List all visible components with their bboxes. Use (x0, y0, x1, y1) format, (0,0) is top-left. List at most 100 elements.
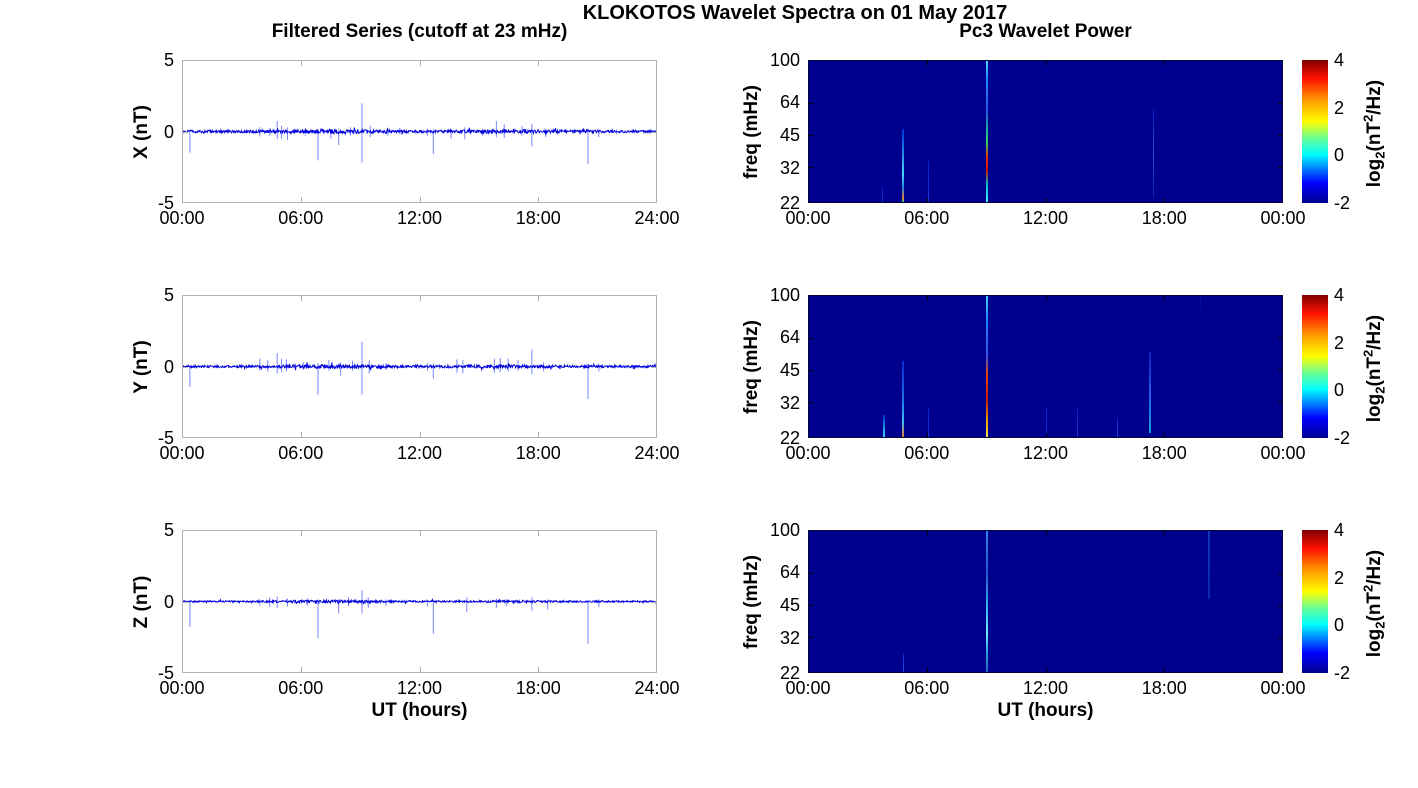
y-axis-label-z: Z (nT) (131, 575, 152, 628)
x-tick-label: 12:00 (1022, 208, 1069, 228)
x-tick-mark (927, 531, 929, 535)
series-y-trace (183, 341, 656, 399)
x-tick-label: 06:00 (904, 443, 950, 463)
wavelet-power-x-spectrogram (808, 60, 1283, 203)
x-tick-label: 06:00 (904, 208, 950, 228)
colorbar-label-part: /Hz) (1363, 314, 1385, 350)
colorbar-tick-label: -2 (1334, 193, 1351, 213)
x-tick-mark (1045, 433, 1047, 437)
x-tick-mark (301, 296, 303, 301)
y-tick-label: 0 (163, 591, 174, 612)
x-tick-mark (537, 667, 539, 672)
freq-axis-label: freq (mHz) (741, 554, 762, 649)
baseline-trace (183, 597, 656, 605)
wavelet-event (986, 61, 989, 202)
wavelet-event (1149, 351, 1151, 433)
colorbar-axis-label: log2(nT2/Hz) (1360, 503, 1387, 703)
filtered-series-y-plot (182, 295, 657, 438)
y-axis-label-y: Y (nT) (131, 339, 152, 394)
colorbar-label-part: /Hz) (1363, 549, 1385, 585)
y-tick-mark (809, 135, 813, 137)
x-tick-label: 06:00 (278, 208, 324, 228)
x-tick-mark (927, 296, 929, 300)
freq-tick-label: 32 (779, 392, 800, 413)
colorbar-label-part: 2 (1372, 621, 1388, 629)
wavelet-event (986, 531, 989, 672)
y-tick-mark (1278, 370, 1282, 372)
freq-tick-label: 100 (769, 520, 800, 540)
y-tick-mark (1278, 135, 1282, 137)
freq-tick-label: 45 (779, 125, 800, 146)
y-tick-mark (1278, 167, 1282, 169)
y-tick-mark (651, 131, 656, 133)
colorbar-tick-label: 4 (1334, 520, 1345, 540)
freq-axis-label: freq (mHz) (741, 319, 762, 414)
x-tick-label: 18:00 (515, 678, 561, 698)
x-tick-mark (301, 197, 303, 202)
freq-tick-label: 45 (779, 595, 800, 616)
x-tick-mark (301, 531, 303, 536)
colorbar-axis-label: log2(nT2/Hz) (1360, 33, 1387, 233)
freq-tick-label: 64 (779, 92, 800, 113)
series-x-trace (183, 103, 656, 164)
x-tick-mark (537, 432, 539, 437)
x-tick-mark (419, 296, 421, 301)
y-tick-mark (1278, 605, 1282, 607)
x-tick-mark (419, 432, 421, 437)
colorbar (1302, 60, 1328, 203)
colorbar-label-part: (nT (1363, 591, 1385, 621)
x-tick-label: 18:00 (515, 208, 561, 228)
x-tick-mark (1163, 296, 1165, 300)
y-tick-label: -5 (157, 193, 174, 213)
x-tick-mark (1045, 531, 1047, 535)
wavelet-event (1116, 417, 1118, 437)
x-tick-mark (537, 531, 539, 536)
wavelet-event (1199, 296, 1201, 323)
colorbar-label-part: 2 (1360, 114, 1376, 122)
wavelet-event (882, 186, 884, 202)
y-tick-mark (1278, 572, 1282, 574)
x-tick-mark (1163, 531, 1165, 535)
y-tick-mark (809, 337, 813, 339)
x-tick-label: 18:00 (1141, 443, 1187, 463)
y-tick-mark (1278, 402, 1282, 404)
colorbar-label-part: 2 (1360, 349, 1376, 357)
y-tick-mark (809, 572, 813, 574)
right-x-axis-label: UT (hours) (997, 700, 1094, 721)
x-tick-label: 00:00 (1260, 678, 1306, 698)
colorbar-tick-label: 2 (1334, 567, 1345, 588)
wavelet-event (1045, 408, 1047, 437)
y-tick-label: 5 (163, 520, 174, 540)
x-tick-mark (927, 668, 929, 672)
x-tick-label: 00:00 (159, 678, 205, 698)
freq-tick-label: 22 (779, 428, 800, 448)
y-tick-mark (651, 601, 656, 603)
freq-tick-label: 45 (779, 360, 800, 381)
left-column-title: Filtered Series (cutoff at 23 mHz) (271, 21, 568, 42)
freq-tick-label: 22 (779, 193, 800, 213)
y-tick-mark (183, 601, 188, 603)
y-tick-mark (809, 167, 813, 169)
x-tick-mark (419, 61, 421, 66)
wavelet-event (927, 408, 929, 437)
left-x-axis-label: UT (hours) (371, 700, 468, 721)
x-tick-label: 06:00 (904, 678, 950, 698)
x-tick-mark (419, 667, 421, 672)
freq-tick-label: 100 (769, 50, 800, 70)
x-tick-label: 00:00 (785, 208, 831, 228)
freq-tick-label: 100 (769, 285, 800, 305)
y-tick-mark (809, 402, 813, 404)
wavelet-event (1153, 108, 1155, 198)
x-tick-mark (1045, 61, 1047, 65)
y-tick-mark (809, 102, 813, 104)
colorbar-label-part: 2 (1372, 386, 1388, 394)
x-tick-mark (1045, 198, 1047, 202)
y-tick-label: -5 (157, 428, 174, 448)
x-tick-label: 24:00 (634, 443, 680, 463)
colorbar-label-part: log (1363, 158, 1385, 187)
y-tick-label: 0 (163, 121, 174, 142)
wavelet-event (883, 414, 885, 437)
x-tick-label: 06:00 (278, 443, 324, 463)
x-tick-label: 24:00 (634, 678, 680, 698)
